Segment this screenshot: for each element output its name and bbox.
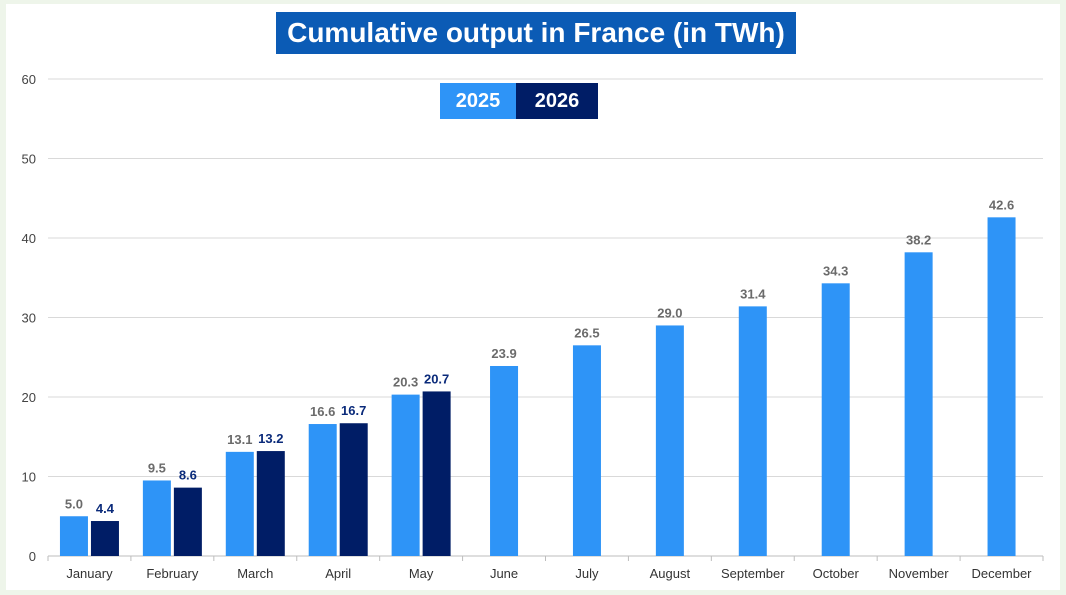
x-tick-label: March: [237, 566, 273, 581]
x-tick-label: October: [813, 566, 860, 581]
y-tick-label: 30: [22, 311, 36, 326]
chart-title: Cumulative output in France (in TWh): [276, 12, 796, 54]
legend-item-2026: 2026: [516, 83, 598, 119]
bar-2025-december: [987, 217, 1016, 556]
data-label: 29.0: [657, 305, 682, 320]
bar-2026-february: [173, 487, 202, 556]
x-tick-label: September: [721, 566, 785, 581]
y-tick-label: 60: [22, 72, 36, 87]
bar-2026-may: [422, 391, 451, 556]
x-tick-label: July: [575, 566, 599, 581]
data-label: 13.2: [258, 431, 283, 446]
x-tick-label: January: [66, 566, 113, 581]
bar-2025-february: [142, 480, 171, 556]
x-tick-label: November: [889, 566, 950, 581]
bar-2025-march: [225, 451, 254, 556]
bar-2025-september: [738, 306, 767, 556]
data-label: 31.4: [740, 286, 766, 301]
y-tick-label: 50: [22, 152, 36, 167]
data-label: 20.7: [424, 371, 449, 386]
bar-2025-october: [821, 283, 850, 556]
data-label: 8.6: [179, 468, 197, 483]
x-tick-label: August: [650, 566, 691, 581]
y-tick-label: 20: [22, 390, 36, 405]
bar-2025-april: [308, 424, 337, 556]
data-label: 23.9: [491, 346, 516, 361]
data-label: 20.3: [393, 375, 418, 390]
data-label: 26.5: [574, 325, 599, 340]
x-tick-label: June: [490, 566, 518, 581]
legend-item-2025: 2025: [440, 83, 516, 119]
bar-2026-march: [256, 451, 285, 556]
bar-2025-august: [655, 325, 684, 556]
x-tick-label: May: [409, 566, 434, 581]
bar-2026-april: [339, 423, 368, 556]
x-tick-label: December: [972, 566, 1033, 581]
chart-legend: 2025 2026: [440, 83, 598, 119]
bar-2025-may: [391, 394, 420, 556]
bar-2025-june: [490, 365, 519, 556]
bar-2025-january: [59, 516, 88, 556]
y-tick-label: 10: [22, 470, 36, 485]
x-tick-label: February: [146, 566, 199, 581]
data-label: 16.7: [341, 403, 366, 418]
data-label: 9.5: [148, 460, 166, 475]
bar-2025-july: [572, 345, 601, 556]
data-label: 34.3: [823, 263, 848, 278]
data-label: 42.6: [989, 197, 1014, 212]
y-tick-label: 40: [22, 231, 36, 246]
data-label: 16.6: [310, 404, 335, 419]
data-label: 13.1: [227, 432, 252, 447]
data-label: 38.2: [906, 232, 931, 247]
bar-2025-november: [904, 252, 933, 556]
x-tick-label: April: [325, 566, 351, 581]
data-label: 5.0: [65, 496, 83, 511]
y-tick-label: 0: [29, 549, 36, 564]
data-label: 4.4: [96, 501, 115, 516]
bar-2026-january: [90, 521, 119, 556]
